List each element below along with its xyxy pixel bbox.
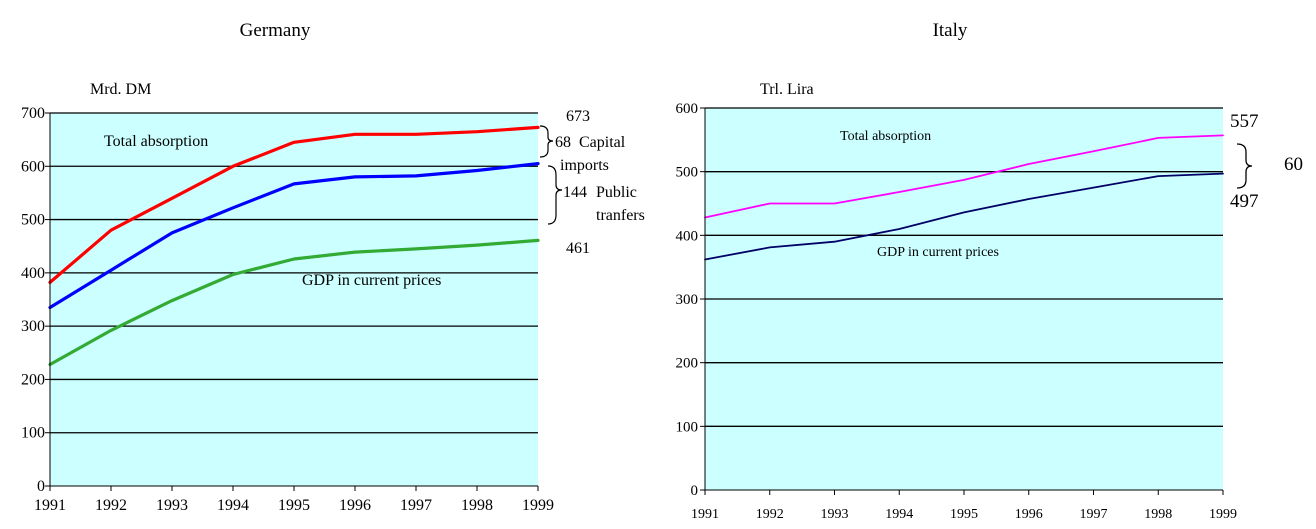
germany-x-tick-label: 1992	[95, 497, 127, 514]
germany-end-label-bottom: 461	[566, 240, 590, 257]
germany-series	[48, 125, 540, 367]
germany-x-ticks: 1991 1992 1993 1994 1995 1996 1997 1998 1999	[34, 486, 554, 514]
germany-x-tick-label: 1996	[339, 497, 371, 514]
italy-x-tick-label: 1998	[1144, 507, 1172, 522]
italy-label-gdp: GDP in current prices	[877, 245, 999, 260]
germany-y-tick-label: 0	[37, 478, 45, 495]
germany-y-tick-label: 200	[21, 371, 45, 388]
italy-series-line-1	[704, 172, 1224, 261]
italy-y-tick-label: 100	[676, 419, 699, 435]
germany-series-line-0	[48, 125, 540, 284]
germany-x-tick-label: 1995	[278, 497, 310, 514]
germany-chart: Germany Mrd. DM 0 100 200 300 400 500 600 700 1…	[21, 20, 645, 514]
italy-series	[704, 134, 1224, 261]
germany-x-tick-label: 1993	[156, 497, 188, 514]
italy-y-tick-label: 0	[691, 483, 699, 499]
germany-annotation-public-line1: 144 Public	[563, 184, 637, 201]
italy-x-tick-label: 1991	[691, 507, 719, 522]
germany-y-tick-label: 400	[21, 265, 45, 282]
italy-gridlines	[705, 107, 1223, 427]
germany-y-tick-label: 500	[21, 212, 45, 229]
germany-label-total-absorption: Total absorption	[104, 133, 208, 150]
italy-y-tick-label: 600	[676, 101, 699, 117]
germany-x-tick-label: 1994	[217, 497, 249, 514]
italy-series-line-0	[704, 134, 1224, 219]
italy-x-ticks: 1991 1992 1993 1994 1995 1996 1997 1998 1999	[691, 490, 1237, 522]
germany-annotation-capital-line1: 68 Capital	[555, 134, 626, 151]
germany-end-label-top: 673	[566, 108, 590, 125]
italy-annotation-gap: 60	[1284, 154, 1303, 175]
italy-x-tick-label: 1997	[1080, 507, 1108, 522]
italy-x-tick-label: 1995	[950, 507, 978, 522]
italy-y-tick-label: 300	[676, 292, 699, 308]
germany-y-tick-label: 300	[21, 318, 45, 335]
germany-y-tick-label: 700	[21, 105, 45, 122]
italy-y-tick-label: 200	[676, 356, 699, 372]
germany-x-tick-label: 1998	[461, 497, 493, 514]
italy-end-label-top: 557	[1230, 111, 1259, 132]
germany-brace-capital	[539, 125, 554, 158]
italy-x-tick-label: 1994	[885, 507, 913, 522]
italy-x-tick-label: 1992	[756, 507, 784, 522]
italy-ylabel: Trl. Lira	[760, 81, 814, 98]
germany-x-tick-label: 1999	[522, 497, 554, 514]
germany-annotation-capital-line2: imports	[560, 157, 609, 174]
germany-x-tick-label: 1991	[34, 497, 66, 514]
germany-annotation-public-line2: tranfers	[596, 207, 645, 224]
italy-label-total-absorption: Total absorption	[840, 129, 931, 144]
germany-series-line-2	[48, 238, 540, 367]
italy-chart: Italy Trl. Lira 0 100 200 300 400 500 600 1991…	[676, 20, 1304, 522]
italy-brace	[1236, 143, 1253, 189]
germany-label-gdp: GDP in current prices	[302, 272, 441, 289]
italy-y-ticks: 0 100 200 300 400 500 600	[676, 101, 705, 499]
italy-x-tick-label: 1996	[1015, 507, 1043, 522]
germany-y-tick-label: 100	[21, 425, 45, 442]
germany-y-ticks: 0 100 200 300 400 500 600 700	[21, 105, 50, 495]
italy-title: Italy	[933, 20, 968, 41]
germany-brace-public	[547, 165, 563, 225]
germany-title: Germany	[240, 20, 311, 41]
italy-y-tick-label: 500	[676, 165, 699, 181]
germany-x-tick-label: 1997	[400, 497, 432, 514]
italy-x-tick-label: 1999	[1209, 507, 1237, 522]
germany-ylabel: Mrd. DM	[90, 81, 151, 98]
germany-plot-area	[50, 113, 538, 486]
germany-series-line-1	[48, 162, 540, 310]
italy-end-label-bottom: 497	[1230, 191, 1259, 212]
italy-y-tick-label: 400	[676, 228, 699, 244]
germany-y-tick-label: 600	[21, 158, 45, 175]
italy-x-tick-label: 1993	[821, 507, 849, 522]
